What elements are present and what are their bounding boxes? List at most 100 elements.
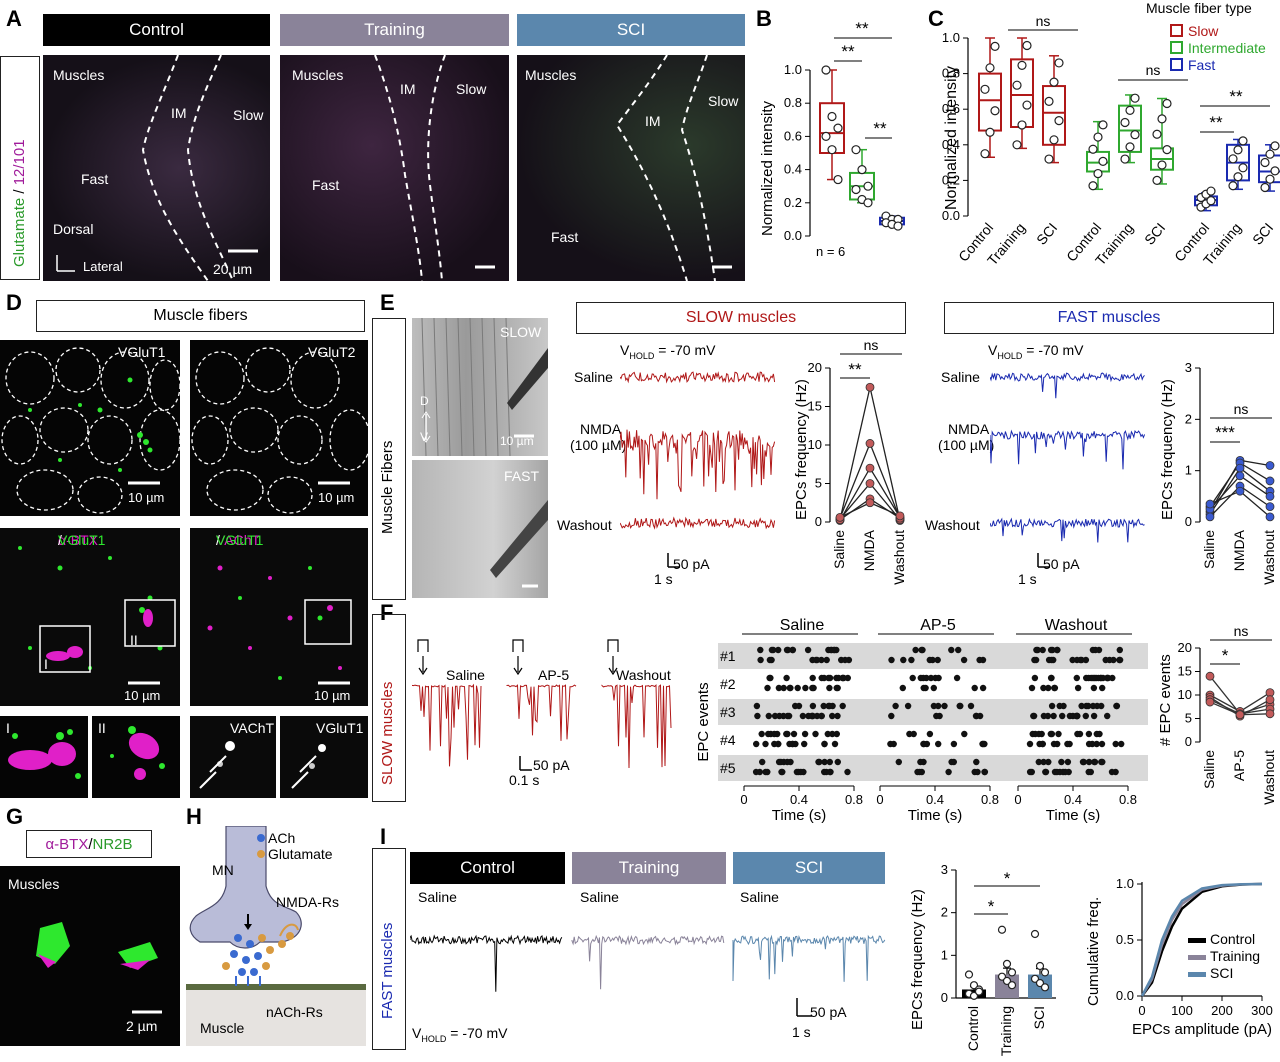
c-point xyxy=(1206,186,1216,196)
ef-point xyxy=(1235,486,1245,496)
panel-i-side-box: FAST muscles xyxy=(372,848,406,1050)
b-tick-label: 1.0 xyxy=(784,62,802,77)
b-point xyxy=(821,131,831,142)
raster-tick-label: 0.4 xyxy=(1064,792,1082,807)
legend-title: Muscle fiber type xyxy=(1146,0,1252,16)
raster-event xyxy=(1045,656,1053,664)
panel-f-letter: F xyxy=(380,600,394,625)
ef-point xyxy=(1205,499,1215,509)
raster-event xyxy=(1035,758,1042,766)
ib-point xyxy=(1002,959,1012,968)
legend-slow-label: Slow xyxy=(1188,22,1219,39)
i-header-training: Training xyxy=(572,852,726,884)
stimulus-arrow xyxy=(608,656,618,676)
c-point xyxy=(990,41,1000,51)
c-xlabel: SCI xyxy=(1249,220,1276,248)
ef-point xyxy=(1265,502,1275,512)
raster-event xyxy=(973,758,980,766)
raster-event xyxy=(1045,684,1052,692)
b-point xyxy=(827,145,837,155)
i-header-control: Control xyxy=(410,852,565,884)
raster-event xyxy=(830,646,838,654)
svg-text:***: *** xyxy=(1215,423,1235,442)
raster-event xyxy=(783,646,791,654)
label-muscles: Muscles xyxy=(292,67,344,83)
panel-d-header: Muscle fibers xyxy=(36,300,365,332)
raster-event xyxy=(1069,656,1076,664)
panel-g-letter: G xyxy=(6,804,24,829)
icum-legend-swatch xyxy=(1188,972,1206,977)
vhold-slow: VHOLD = -70 mV xyxy=(620,342,716,361)
fc-xlabel: Saline xyxy=(1201,750,1217,789)
b-point xyxy=(893,221,903,231)
es-tick-label: 0 xyxy=(815,514,822,529)
raster-event xyxy=(1048,702,1056,710)
es-point xyxy=(865,463,875,473)
raster-event xyxy=(771,740,778,748)
fc-xlabel: AP-5 xyxy=(1231,750,1247,781)
c-point xyxy=(985,127,995,137)
ib-point xyxy=(997,925,1007,934)
c-point xyxy=(980,149,990,159)
icum-ytick-label: 1.0 xyxy=(1116,876,1134,891)
raster-event xyxy=(960,656,968,664)
raster-event xyxy=(808,712,815,720)
raster-tick-label: 0.8 xyxy=(845,792,863,807)
raster-event xyxy=(762,768,769,776)
raster-event xyxy=(818,656,825,664)
raster-event xyxy=(953,674,961,682)
raster-event xyxy=(1050,712,1057,720)
panel-a-letter: A xyxy=(6,6,22,31)
c-point xyxy=(1098,120,1108,130)
raster-event xyxy=(794,684,801,692)
raster-tick-label: 0 xyxy=(1014,792,1021,807)
raster-event xyxy=(979,684,987,692)
micrograph-control: Muscles IM Slow Fast Dorsal Lateral 20 µ… xyxy=(43,55,270,281)
raster-row-label: #4 xyxy=(720,732,736,748)
icum-ytick-label: 0.0 xyxy=(1116,988,1134,1003)
c-point xyxy=(1265,149,1275,159)
raster-event xyxy=(950,740,958,748)
raster-event xyxy=(948,646,955,654)
c-point xyxy=(1022,40,1032,51)
raster-event xyxy=(1093,740,1100,748)
raster-event xyxy=(1064,758,1072,766)
panel-c-ylabel: Normalized intensity xyxy=(943,66,960,210)
raster-event xyxy=(809,702,817,710)
b-point xyxy=(821,65,831,75)
c-point xyxy=(1012,80,1022,90)
panel-i-letter: I xyxy=(380,824,387,849)
c-point xyxy=(1270,141,1280,151)
raster-event xyxy=(833,730,840,738)
raster-event xyxy=(801,730,809,738)
raster-event xyxy=(1040,684,1047,692)
c-point xyxy=(1022,100,1032,110)
raster-xlabel: Time (s) xyxy=(908,807,962,824)
raster-event xyxy=(820,674,828,682)
c-point xyxy=(1093,132,1103,142)
ef-tick-label: 2 xyxy=(1185,411,1192,426)
c-point xyxy=(1265,174,1275,184)
stimulus-icon xyxy=(607,639,619,652)
svg-text:**: ** xyxy=(848,360,862,379)
raster-event xyxy=(918,768,925,776)
raster-event xyxy=(793,768,801,776)
raster-event xyxy=(941,702,948,710)
ef-point xyxy=(1265,512,1275,522)
raster-event xyxy=(809,656,816,664)
sig-b-1: ** xyxy=(855,19,869,38)
raster-event xyxy=(1031,674,1039,682)
raster-event xyxy=(757,646,764,654)
raster-event xyxy=(787,684,794,692)
ef-point xyxy=(1265,491,1275,501)
raster-event xyxy=(961,730,968,738)
raster-event xyxy=(1085,702,1092,710)
svg-text:EPCs amplitude (pA): EPCs amplitude (pA) xyxy=(1132,1021,1272,1038)
c-point xyxy=(990,106,1000,116)
fc-point xyxy=(1265,695,1275,705)
fc-point xyxy=(1205,671,1215,681)
raster-event xyxy=(1040,712,1048,720)
label-slow: Slow xyxy=(456,81,487,97)
c-point xyxy=(1228,154,1238,164)
raster-event xyxy=(783,674,790,682)
